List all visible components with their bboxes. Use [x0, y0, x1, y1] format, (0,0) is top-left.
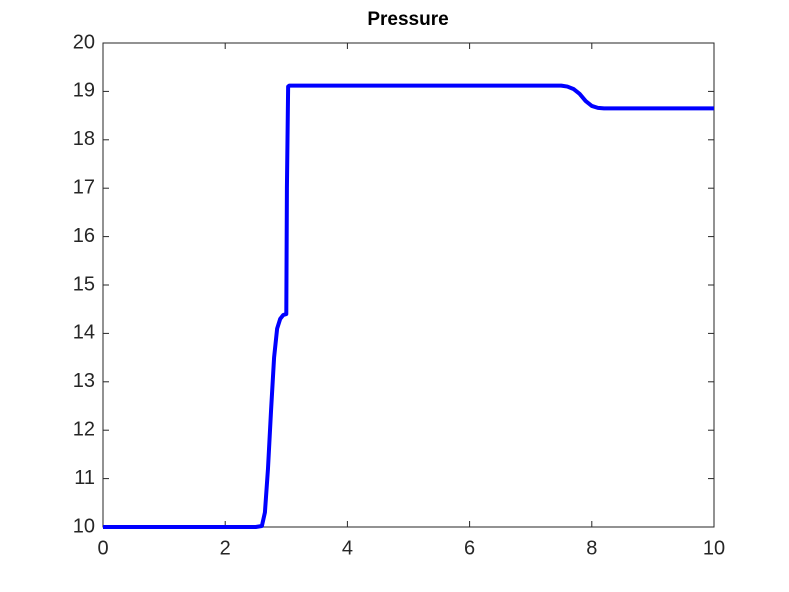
- plot-frame: [102, 42, 715, 528]
- x-tick-label: 2: [220, 537, 231, 559]
- y-tick-label: 19: [73, 80, 95, 102]
- y-tick-label: 14: [73, 322, 95, 344]
- y-tick-label: 18: [73, 128, 95, 150]
- data-line: [103, 83, 714, 529]
- y-tick-label: 20: [73, 31, 95, 53]
- y-tick-label: 15: [73, 273, 95, 295]
- y-tick-label: 13: [73, 370, 95, 392]
- x-tick-label: 0: [97, 537, 108, 559]
- x-tick-label: 10: [703, 537, 725, 559]
- chart-title: Pressure: [367, 9, 448, 30]
- y-tick-label: 17: [73, 176, 95, 198]
- x-tick-label: 6: [464, 537, 475, 559]
- y-tick-label: 11: [74, 467, 95, 489]
- y-tick-label: 10: [73, 515, 95, 537]
- x-tick-label: 4: [342, 537, 353, 559]
- y-tick-label: 12: [73, 418, 95, 440]
- x-tick-label: 8: [586, 537, 597, 559]
- y-tick-label: 16: [73, 225, 95, 247]
